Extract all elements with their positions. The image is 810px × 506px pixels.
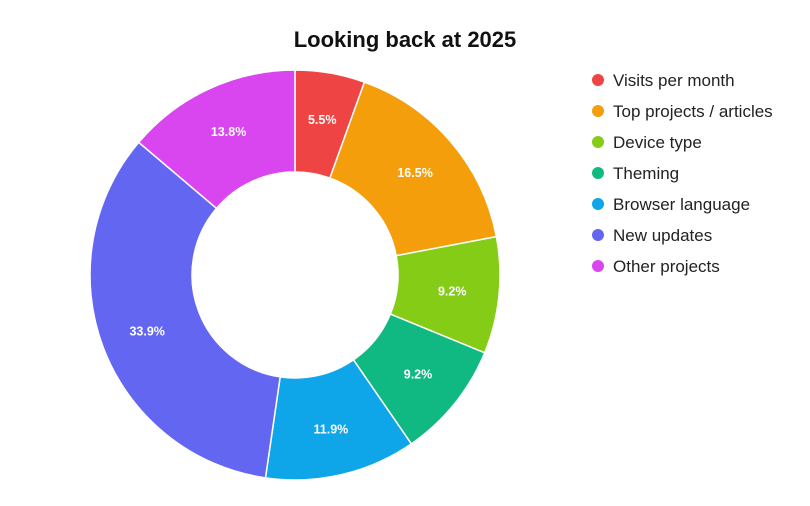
slice-label-visits-per-month: 5.5% (308, 113, 337, 127)
slice-labels: 5.5% 16.5% 9.2% 9.2% 11.9% 33.9% 13.8% (129, 113, 467, 436)
legend-swatch (592, 167, 604, 179)
legend-item-top-projects-articles: Top projects / articles (592, 102, 773, 121)
legend-swatch (592, 74, 604, 86)
slice-top-projects-articles (328, 81, 498, 257)
legend-label: Other projects (613, 257, 720, 276)
legend-item-other-projects: Other projects (592, 257, 720, 276)
legend-swatch (592, 229, 604, 241)
legend: Visits per month Top projects / articles D… (592, 71, 773, 276)
legend-label: Browser language (613, 195, 750, 214)
legend-label: Theming (613, 164, 679, 183)
legend-swatch (592, 136, 604, 148)
slice-label-theming: 9.2% (404, 368, 433, 382)
legend-item-device-type: Device type (592, 133, 702, 152)
donut-slices (89, 69, 501, 481)
legend-item-visits-per-month: Visits per month (592, 71, 735, 90)
legend-swatch (592, 260, 604, 272)
legend-item-browser-language: Browser language (592, 195, 750, 214)
slice-label-device-type: 9.2% (438, 284, 467, 298)
slice-other-projects (137, 69, 296, 210)
slice-new-updates (89, 141, 282, 479)
chart-title: Looking back at 2025 (294, 27, 517, 52)
legend-label: Visits per month (613, 71, 735, 90)
legend-item-new-updates: New updates (592, 226, 712, 245)
legend-swatch (592, 198, 604, 210)
slice-label-new-updates: 33.9% (129, 324, 164, 338)
slice-label-other-projects: 13.8% (211, 125, 246, 139)
legend-label: Top projects / articles (613, 102, 773, 121)
legend-label: Device type (613, 133, 702, 152)
legend-item-theming: Theming (592, 164, 679, 183)
slice-label-top-projects-articles: 16.5% (397, 166, 432, 180)
legend-label: New updates (613, 226, 712, 245)
legend-swatch (592, 105, 604, 117)
slice-label-browser-language: 11.9% (314, 422, 349, 436)
